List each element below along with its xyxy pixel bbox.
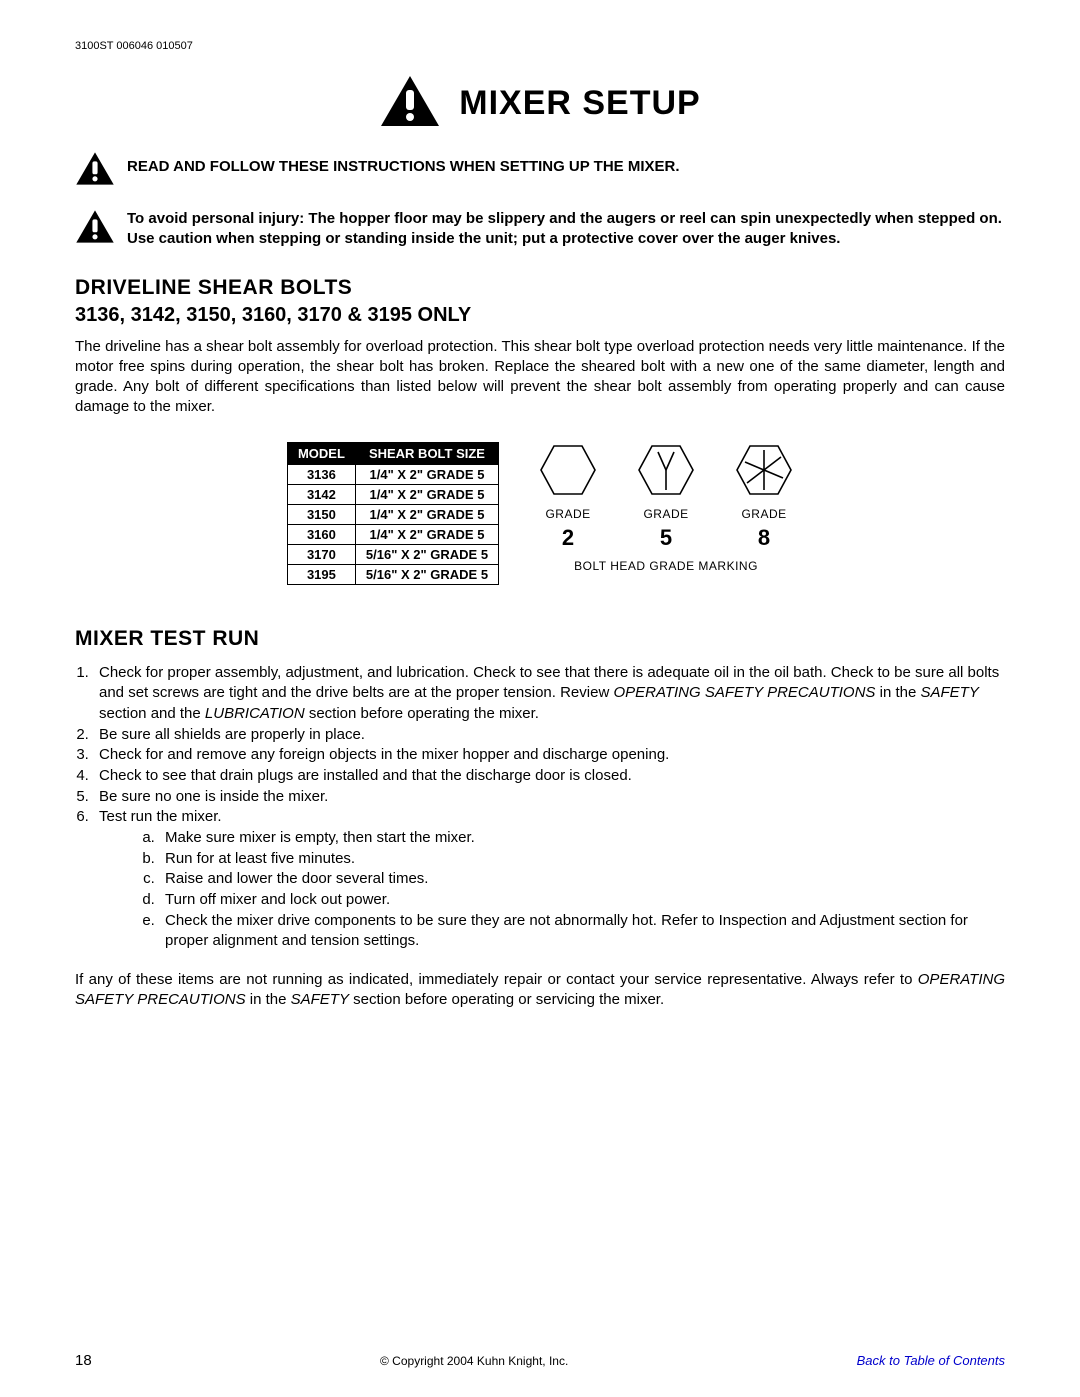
warning-text-2: To avoid personal injury: The hopper flo…: [127, 209, 1005, 250]
warning-text-1: READ AND FOLLOW THESE INSTRUCTIONS WHEN …: [127, 151, 680, 177]
step-text-italic: OPERATING SAFETY PRECAUTIONS: [613, 684, 875, 701]
step-text: section before operating the mixer.: [305, 705, 539, 722]
table-header-model: MODEL: [287, 442, 355, 464]
list-item: Raise and lower the door several times.: [159, 869, 1005, 890]
page-footer: 18 © Copyright 2004 Kuhn Knight, Inc. Ba…: [75, 1352, 1005, 1369]
table-cell: 3142: [287, 484, 355, 504]
grade-label: GRADE: [741, 507, 786, 521]
table-cell: 3136: [287, 464, 355, 484]
step-text: section and the: [99, 705, 205, 722]
hex-grade8-icon: [735, 442, 793, 503]
shear-bolt-table: MODEL SHEAR BOLT SIZE 31361/4" X 2" GRAD…: [287, 442, 499, 585]
step-text: in the: [875, 684, 920, 701]
hex-grade5-icon: [637, 442, 695, 503]
table-cell: 1/4" X 2" GRADE 5: [355, 464, 498, 484]
list-item: Turn off mixer and lock out power.: [159, 890, 1005, 911]
warning-icon: [75, 151, 115, 191]
driveline-paragraph: The driveline has a shear bolt assembly …: [75, 337, 1005, 418]
bolt-diagram-caption: BOLT HEAD GRADE MARKING: [539, 559, 793, 573]
warning-icon: [75, 209, 115, 249]
list-item: Check the mixer drive components to be s…: [159, 911, 1005, 952]
closing-text: If any of these items are not running as…: [75, 971, 918, 988]
step-text: Test run the mixer.: [99, 808, 222, 825]
table-row: 31955/16" X 2" GRADE 5: [287, 564, 498, 584]
warning-row-1: READ AND FOLLOW THESE INSTRUCTIONS WHEN …: [75, 151, 1005, 191]
list-item: Be sure no one is inside the mixer.: [93, 787, 1005, 808]
bolt-grade-diagram: GRADE 2 GRADE 5: [539, 442, 793, 573]
closing-text: in the: [246, 991, 291, 1008]
list-item: Check for and remove any foreign objects…: [93, 745, 1005, 766]
table-cell: 1/4" X 2" GRADE 5: [355, 524, 498, 544]
sub-list: Make sure mixer is empty, then start the…: [99, 828, 1005, 952]
table-cell: 3160: [287, 524, 355, 544]
table-row: 31601/4" X 2" GRADE 5: [287, 524, 498, 544]
table-row: 31705/16" X 2" GRADE 5: [287, 544, 498, 564]
section-heading-driveline: DRIVELINE SHEAR BOLTS: [75, 276, 1005, 300]
closing-text-italic: SAFETY: [291, 991, 349, 1008]
closing-paragraph: If any of these items are not running as…: [75, 970, 1005, 1011]
toc-link[interactable]: Back to Table of Contents: [857, 1353, 1005, 1368]
list-item: Test run the mixer. Make sure mixer is e…: [93, 807, 1005, 952]
grade-number-5: 5: [660, 525, 672, 551]
page-number: 18: [75, 1352, 92, 1369]
step-text-italic: SAFETY: [920, 684, 978, 701]
table-cell: 3195: [287, 564, 355, 584]
list-item: Check for proper assembly, adjustment, a…: [93, 663, 1005, 725]
hex-grade2-icon: [539, 442, 597, 503]
test-run-list: Check for proper assembly, adjustment, a…: [75, 663, 1005, 953]
grade-label: GRADE: [643, 507, 688, 521]
list-item: Check to see that drain plugs are instal…: [93, 766, 1005, 787]
table-row: 31421/4" X 2" GRADE 5: [287, 484, 498, 504]
page-title-row: MIXER SETUP: [75, 74, 1005, 133]
page-title: MIXER SETUP: [459, 84, 700, 123]
table-cell: 1/4" X 2" GRADE 5: [355, 504, 498, 524]
table-row: 31501/4" X 2" GRADE 5: [287, 504, 498, 524]
table-cell: 5/16" X 2" GRADE 5: [355, 544, 498, 564]
table-header-size: SHEAR BOLT SIZE: [355, 442, 498, 464]
table-row: 31361/4" X 2" GRADE 5: [287, 464, 498, 484]
closing-text: section before operating or servicing th…: [349, 991, 664, 1008]
grade-number-8: 8: [758, 525, 770, 551]
figure-row: MODEL SHEAR BOLT SIZE 31361/4" X 2" GRAD…: [75, 442, 1005, 585]
list-item: Be sure all shields are properly in plac…: [93, 725, 1005, 746]
table-cell: 1/4" X 2" GRADE 5: [355, 484, 498, 504]
section-heading-test-run: MIXER TEST RUN: [75, 627, 1005, 651]
section-subheading-models: 3136, 3142, 3150, 3160, 3170 & 3195 ONLY: [75, 304, 1005, 327]
table-cell: 5/16" X 2" GRADE 5: [355, 564, 498, 584]
copyright: © Copyright 2004 Kuhn Knight, Inc.: [380, 1354, 568, 1368]
table-cell: 3150: [287, 504, 355, 524]
step-text-italic: LUBRICATION: [205, 705, 305, 722]
grade-label: GRADE: [545, 507, 590, 521]
warning-icon: [379, 74, 441, 133]
table-cell: 3170: [287, 544, 355, 564]
warning-row-2: To avoid personal injury: The hopper flo…: [75, 209, 1005, 250]
list-item: Make sure mixer is empty, then start the…: [159, 828, 1005, 849]
grade-number-2: 2: [562, 525, 574, 551]
list-item: Run for at least five minutes.: [159, 849, 1005, 870]
document-id: 3100ST 006046 010507: [75, 40, 1005, 52]
